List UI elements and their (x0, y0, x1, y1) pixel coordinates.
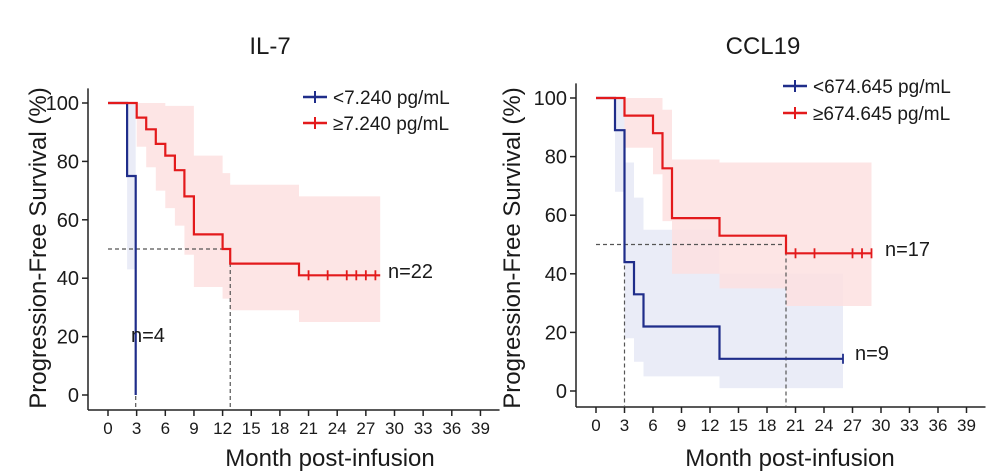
x-tick-label: 27 (356, 419, 375, 438)
y-tick-label: 80 (545, 147, 567, 169)
y-tick-label: 100 (534, 88, 567, 110)
x-tick-label: 9 (189, 419, 198, 438)
y-axis-label-il7: Progression-Free Survival (%) (25, 87, 52, 408)
x-tick-label: 15 (729, 416, 748, 435)
n-label-series-0: n=9 (855, 343, 889, 365)
legend-il7: <7.240 pg/mL ≥7.240 pg/mL (303, 88, 450, 135)
x-tick-label: 15 (242, 419, 261, 438)
y-tick-label: 20 (545, 322, 567, 344)
legend-label-high: ≥674.645 pg/mL (813, 104, 950, 125)
y-tick-label: 80 (57, 151, 79, 173)
x-tick-label: 24 (815, 416, 834, 435)
x-tick-label: 9 (677, 416, 686, 435)
survival-curve-series-1 (108, 101, 381, 277)
x-tick-label: 0 (103, 419, 112, 438)
y-axis-label-ccl19: Progression-Free Survival (%) (499, 87, 526, 408)
survival-curve-series-0 (596, 96, 843, 360)
x-tick-label: 0 (591, 416, 600, 435)
x-tick-label: 30 (385, 419, 404, 438)
ci-band-series-0 (108, 103, 136, 270)
x-tick-label: 3 (620, 416, 629, 435)
x-tick-label: 33 (900, 416, 919, 435)
survival-curve-series-1 (596, 96, 872, 255)
n-label-series-1: n=22 (388, 261, 433, 283)
y-tick-label: 0 (68, 385, 79, 407)
chart-title-ccl19: CCL19 (726, 33, 801, 60)
x-axis-label-il7: Month post-infusion (225, 445, 434, 472)
x-tick-label: 27 (843, 416, 862, 435)
x-tick-label: 18 (270, 419, 289, 438)
chart-title-il7: IL-7 (249, 33, 290, 60)
x-tick-label: 3 (132, 419, 141, 438)
x-tick-label: 18 (758, 416, 777, 435)
x-tick-label: 12 (213, 419, 232, 438)
y-tick-label: 60 (57, 210, 79, 232)
legend-label-high: ≥7.240 pg/mL (333, 114, 449, 135)
x-tick-label: 21 (786, 416, 805, 435)
x-tick-label: 36 (929, 416, 948, 435)
x-tick-label: 39 (471, 419, 490, 438)
x-tick-label: 24 (328, 419, 347, 438)
y-tick-label: 40 (545, 264, 567, 286)
n-label-series-0: n=4 (131, 325, 165, 347)
x-tick-label: 33 (414, 419, 433, 438)
x-tick-label: 39 (957, 416, 976, 435)
x-axis-label-ccl19: Month post-infusion (685, 445, 894, 472)
y-tick-label: 40 (57, 268, 79, 290)
x-tick-label: 6 (648, 416, 657, 435)
y-tick-label: 60 (545, 205, 567, 227)
legend-ccl19: <674.645 pg/mL ≥674.645 pg/mL (783, 77, 951, 125)
ci-band-series-1 (108, 103, 381, 322)
x-tick-label: 21 (299, 419, 318, 438)
legend-label-low: <674.645 pg/mL (813, 77, 951, 98)
x-tick-label: 12 (701, 416, 720, 435)
x-tick-label: 36 (442, 419, 461, 438)
y-tick-label: 20 (57, 327, 79, 349)
y-tick-label: 100 (46, 93, 79, 115)
y-tick-label: 0 (556, 381, 567, 403)
n-label-series-1: n=17 (885, 239, 930, 261)
x-tick-label: 6 (161, 419, 170, 438)
legend-label-low: <7.240 pg/mL (333, 88, 450, 109)
x-tick-label: 30 (872, 416, 891, 435)
